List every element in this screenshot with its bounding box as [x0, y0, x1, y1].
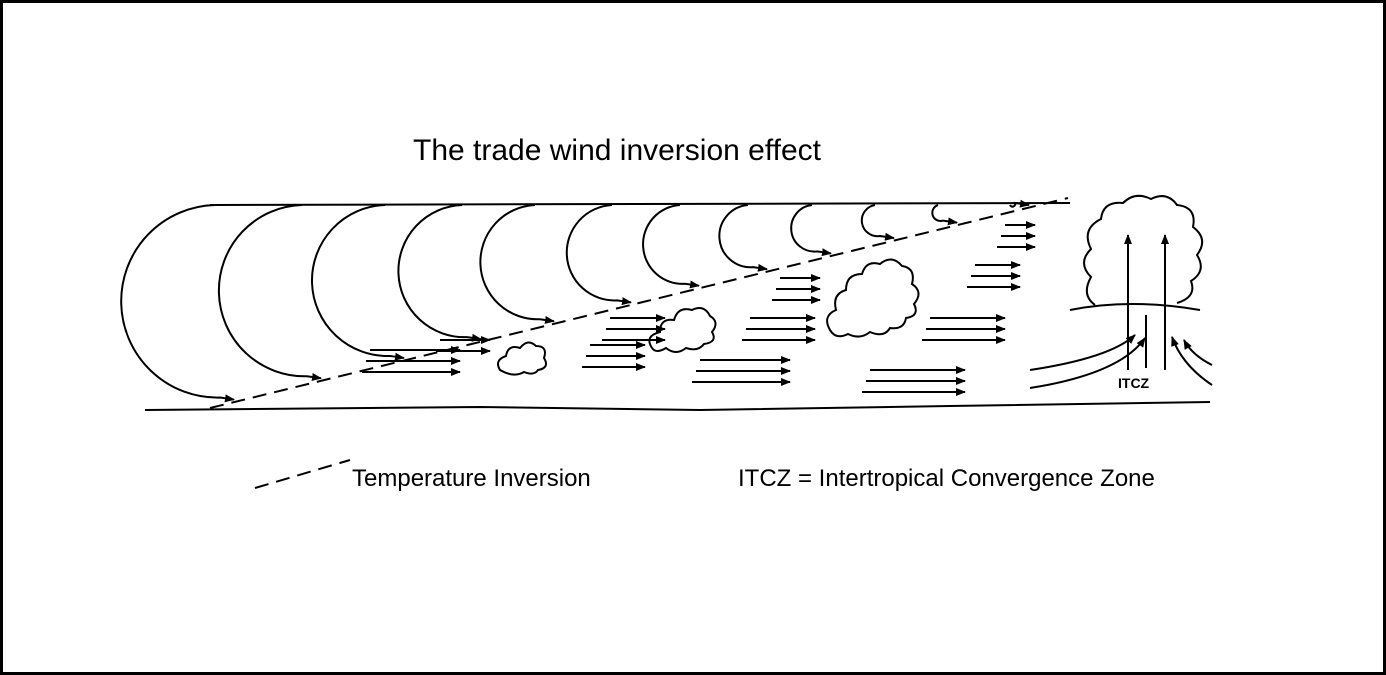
circulation-arcs [120, 199, 1030, 403]
arc [217, 204, 322, 381]
arc [860, 204, 895, 241]
arc [718, 204, 768, 272]
arc [397, 204, 482, 342]
arc [565, 204, 632, 306]
itcz-label: ITCZ [1118, 375, 1150, 391]
arc [310, 204, 405, 361]
arc [790, 204, 832, 257]
ground [144, 401, 1211, 412]
legend-dash [254, 459, 351, 489]
arc [1009, 199, 1030, 208]
arc [479, 204, 555, 324]
arc [642, 204, 700, 289]
legend-inversion: Temperature Inversion [352, 465, 591, 492]
arc [120, 204, 235, 403]
title: The trade wind inversion effect [413, 134, 822, 167]
trade-winds [362, 221, 1036, 396]
arc [931, 204, 958, 226]
inversion-line [209, 197, 1069, 409]
top-line [209, 202, 1071, 206]
legend-itcz: ITCZ = Intertropical Convergence Zone [738, 465, 1155, 492]
itcz-arrows [1029, 234, 1213, 389]
clouds [497, 194, 1204, 376]
